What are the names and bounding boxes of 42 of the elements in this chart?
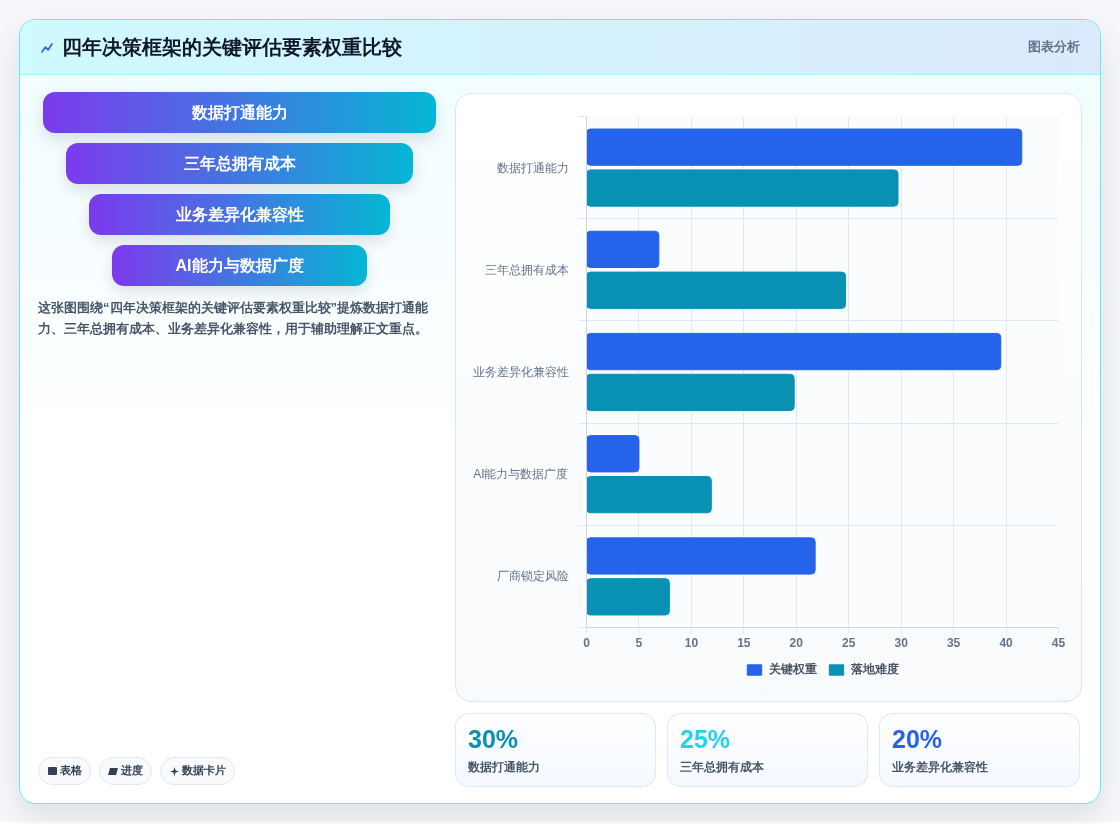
text: 这张图围绕“四年决策框架的关键评估要素权重比较”提炼数据打通能力、三年总拥有成本、业务差异化兼容性，用于辅助理解正文重点。 [38,299,429,338]
legend-label: 关键权重 [769,661,817,678]
x-tick-label: 0 [583,635,591,650]
category-label: 三年总拥有成本 [66,143,413,184]
y-tick-label: 三年总拥有成本 [484,262,569,277]
chart-subtitle: 图表分析 [1028,38,1080,56]
y-tick-label: AI能力与数据广度 [473,467,569,482]
category-label: 三年总拥有成本 [680,759,764,775]
bar [586,476,712,514]
bar [586,332,1002,371]
legend-label: 落地难度 [851,661,899,678]
category-label: 业务差异化兼容性 [89,194,390,235]
bar [586,271,847,309]
category-label: 数据打通能力 [43,92,436,133]
y-tick-label: 业务差异化兼容性 [472,365,569,379]
x-tick-label: 25 [842,635,856,650]
x-tick-label: 15 [737,635,751,650]
bar [586,128,1023,166]
text: 进度 [121,763,143,779]
bar [586,169,899,207]
bar [586,537,816,575]
x-tick-label: 5 [635,635,643,650]
x-tick-label: 40 [999,635,1014,650]
data-label: 25% [680,725,731,753]
text: 表格 [59,763,82,779]
data-label: 20% [892,725,943,753]
text: 数据卡片 [181,763,226,779]
bar [586,578,670,616]
x-tick-label: 35 [946,635,961,650]
x-tick-label: 30 [894,635,909,650]
x-tick-label: 45 [1051,635,1066,650]
y-tick-label: 数据打通能力 [496,160,569,175]
x-tick-label: 20 [789,635,804,650]
data-label: 30% [468,725,519,753]
category-label: AI能力与数据广度 [112,245,367,286]
text: 四年决策框架的关键评估要素权重比较 [62,35,402,60]
bar [586,230,660,268]
bar [586,373,795,412]
bar [586,435,640,473]
x-tick-label: 10 [684,635,699,650]
category-label: 业务差异化兼容性 [892,759,988,775]
y-tick-label: 厂商锁定风险 [496,569,569,584]
